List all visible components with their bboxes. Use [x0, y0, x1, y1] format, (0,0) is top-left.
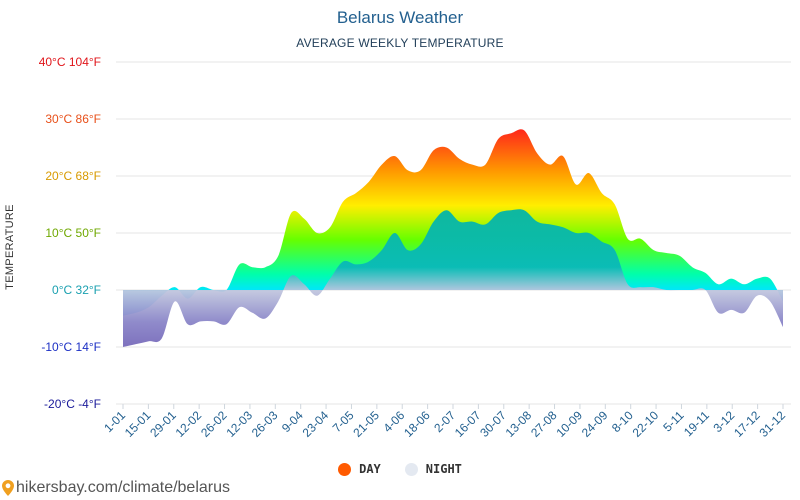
x-tick-label: 12-02 [173, 408, 205, 440]
x-tick-label: 22-10 [630, 408, 662, 440]
chart-title: Belarus Weather [336, 8, 464, 27]
x-tick-label: 24-09 [579, 408, 611, 440]
legend-day-dot [338, 462, 352, 476]
y-axis-label-wrap: TEMPERATURE [4, 204, 34, 290]
night-series-area [123, 209, 783, 347]
x-tick-label: 26-03 [249, 408, 281, 440]
legend-item-night[interactable]: NIGHT [404, 462, 462, 476]
x-tick-label: 10-09 [553, 408, 585, 440]
y-tick-label: 40°C 104°F [39, 55, 101, 69]
location-pin-icon [2, 480, 14, 496]
x-tick-label: 13-08 [503, 408, 535, 440]
y-tick-label: 20°C 68°F [45, 169, 101, 183]
x-tick-label: 21-05 [350, 408, 382, 440]
x-tick-label: 27-08 [528, 408, 560, 440]
x-tick-label: 23-04 [300, 408, 332, 440]
y-axis-label: TEMPERATURE [4, 204, 16, 290]
footer-link[interactable]: hikersbay.com/climate/belarus [16, 479, 231, 496]
y-axis-ticks: 40°C 104°F 30°C 86°F 20°C 68°F 10°C 50°F 0°C… [39, 55, 101, 411]
chart-subtitle: AVERAGE WEEKLY TEMPERATURE [296, 36, 504, 50]
y-tick-label: -20°C -4°F [44, 397, 101, 411]
x-tick-label: 18-06 [401, 408, 433, 440]
chart-legend: DAY NIGHT [0, 462, 800, 476]
y-tick-label: 0°C 32°F [52, 283, 101, 297]
x-axis-ticks: 1-0115-0129-0112-0226-0212-0326-039-0423… [101, 404, 788, 440]
x-tick-label: 15-01 [122, 408, 154, 440]
x-tick-label: 17-12 [731, 408, 763, 440]
legend-night-dot [404, 462, 418, 476]
legend-day-label: DAY [359, 462, 381, 476]
x-tick-label: 16-07 [452, 408, 484, 440]
x-tick-label: 12-03 [223, 408, 255, 440]
x-tick-label: 30-07 [477, 408, 509, 440]
legend-night-label: NIGHT [425, 462, 462, 476]
footer-credit[interactable]: hikersbay.com/climate/belarus [2, 479, 230, 497]
legend-item-day[interactable]: DAY [338, 462, 381, 476]
x-tick-label: 31-12 [757, 408, 789, 440]
x-tick-label: 26-02 [198, 408, 230, 440]
x-tick-label: 29-01 [147, 408, 179, 440]
y-tick-label: -10°C 14°F [41, 340, 101, 354]
x-tick-label: 19-11 [681, 408, 712, 439]
y-tick-label: 10°C 50°F [45, 226, 101, 240]
y-tick-label: 30°C 86°F [45, 112, 101, 126]
